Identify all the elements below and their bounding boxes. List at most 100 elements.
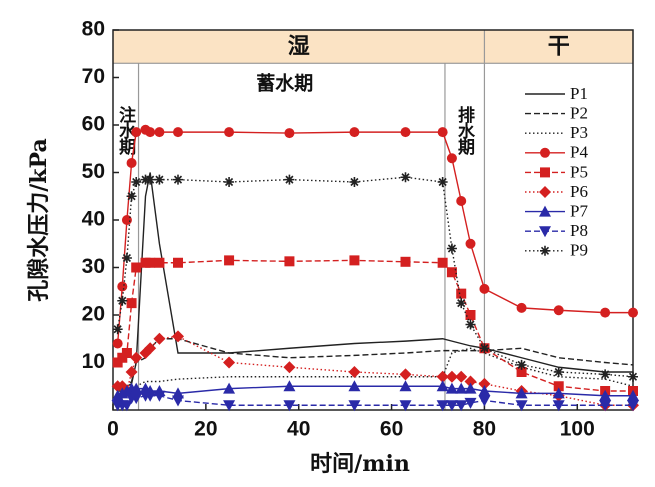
marker xyxy=(479,343,490,354)
marker xyxy=(628,371,638,382)
legend-label: P2 xyxy=(570,104,588,123)
marker xyxy=(126,191,137,202)
marker xyxy=(172,395,184,407)
marker xyxy=(131,127,142,138)
marker xyxy=(112,338,123,349)
marker xyxy=(130,382,143,394)
marker xyxy=(223,382,236,394)
marker xyxy=(154,127,165,138)
y-tick-label: 50 xyxy=(82,160,105,183)
marker xyxy=(117,281,128,292)
marker xyxy=(145,257,156,268)
marker xyxy=(399,400,412,412)
marker xyxy=(478,385,491,396)
legend-label: P9 xyxy=(570,241,588,260)
marker xyxy=(437,127,448,138)
marker xyxy=(349,255,360,266)
marker xyxy=(224,177,235,187)
y-tick-label: 80 xyxy=(82,18,105,41)
marker xyxy=(478,377,491,390)
y-tick-label: 20 xyxy=(82,303,105,326)
marker xyxy=(284,256,295,267)
marker xyxy=(348,400,361,412)
marker xyxy=(436,370,449,383)
marker xyxy=(400,127,411,138)
y-axis-label: 孔隙水压力/kPa xyxy=(26,138,52,302)
marker xyxy=(628,307,638,318)
phase-label: 注水期 xyxy=(115,105,136,156)
series-line xyxy=(116,176,634,378)
phase-label: 蓄水期 xyxy=(256,72,313,95)
marker xyxy=(446,153,457,164)
marker xyxy=(130,393,143,405)
marker xyxy=(627,389,639,401)
legend-label: P5 xyxy=(570,162,588,181)
marker xyxy=(516,367,527,377)
marker xyxy=(173,174,183,185)
marker xyxy=(173,257,183,268)
marker xyxy=(348,380,361,392)
y-tick-label: 30 xyxy=(82,255,105,278)
band-label: 湿 xyxy=(288,34,310,60)
marker xyxy=(145,174,156,185)
legend-label: P8 xyxy=(570,221,588,240)
marker xyxy=(400,256,411,267)
marker xyxy=(553,305,564,316)
marker xyxy=(223,400,236,412)
marker xyxy=(126,298,137,309)
marker xyxy=(600,307,611,318)
marker xyxy=(436,400,449,412)
x-tick-label: 20 xyxy=(194,418,217,441)
marker xyxy=(131,177,142,187)
marker xyxy=(600,369,611,380)
marker xyxy=(117,295,128,306)
marker xyxy=(130,351,143,364)
marker xyxy=(599,389,612,401)
marker xyxy=(456,298,467,309)
marker xyxy=(223,356,236,369)
marker xyxy=(120,400,133,412)
marker xyxy=(436,380,449,392)
marker xyxy=(121,215,132,225)
legend-marker xyxy=(539,205,551,217)
marker xyxy=(446,243,457,254)
marker xyxy=(456,288,467,299)
x-tick-label: 60 xyxy=(380,418,403,441)
marker xyxy=(464,397,477,409)
marker xyxy=(125,366,138,378)
marker xyxy=(153,390,166,402)
marker xyxy=(627,400,639,412)
legend-marker xyxy=(540,245,550,256)
legend-label: P1 xyxy=(570,84,588,103)
marker xyxy=(455,400,468,412)
marker xyxy=(144,342,157,355)
legend-marker xyxy=(539,226,551,238)
marker xyxy=(126,158,137,168)
x-tick-label: 0 xyxy=(107,418,119,441)
marker xyxy=(455,382,468,394)
marker xyxy=(464,375,477,388)
marker xyxy=(599,400,612,412)
marker xyxy=(153,332,166,345)
marker xyxy=(553,367,564,377)
marker xyxy=(552,400,565,412)
series-line xyxy=(117,335,633,406)
marker xyxy=(172,330,184,343)
marker xyxy=(144,390,157,402)
y-tick-label: 60 xyxy=(82,113,105,136)
marker xyxy=(348,366,361,378)
marker xyxy=(283,361,296,374)
legend-marker xyxy=(540,167,550,178)
marker xyxy=(479,283,490,294)
marker xyxy=(465,238,476,249)
marker xyxy=(400,172,411,183)
marker xyxy=(284,174,295,185)
marker xyxy=(516,359,527,370)
marker xyxy=(478,395,491,407)
band-label: 干 xyxy=(548,34,570,60)
marker xyxy=(553,381,564,392)
x-tick-label: 40 xyxy=(287,418,310,441)
marker xyxy=(445,400,458,412)
marker xyxy=(283,380,296,392)
